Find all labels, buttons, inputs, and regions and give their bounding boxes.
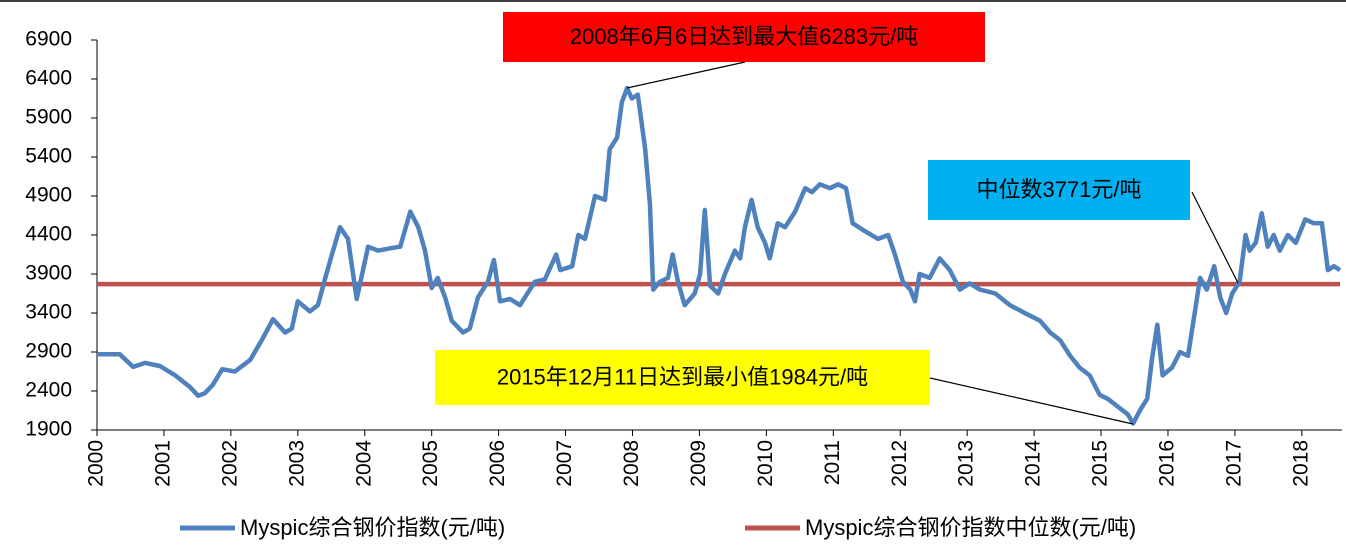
y-tick-label: 4900 bbox=[25, 184, 72, 207]
annotation-text: 2008年6月6日达到最大值6283元/吨 bbox=[570, 24, 918, 49]
y-tick-label: 1900 bbox=[25, 418, 72, 441]
annotation-leader bbox=[929, 377, 1134, 425]
annotation-text: 中位数3771元/吨 bbox=[976, 177, 1141, 202]
annotation-box bbox=[503, 12, 985, 62]
x-tick-label: 2002 bbox=[218, 440, 241, 487]
x-tick-label: 2015 bbox=[1089, 440, 1112, 487]
annotation-box bbox=[435, 350, 930, 405]
y-tick-label: 3400 bbox=[25, 301, 72, 324]
x-tick-label: 2011 bbox=[821, 440, 844, 485]
x-tick-label: 2018 bbox=[1289, 440, 1312, 487]
x-tick-label: 2007 bbox=[553, 440, 576, 487]
x-tick-label: 2001 bbox=[151, 440, 174, 487]
x-tick-label: 2010 bbox=[754, 440, 777, 487]
x-tick-label: 2006 bbox=[486, 440, 509, 487]
x-tick-label: 2000 bbox=[85, 440, 108, 487]
y-tick-label: 2400 bbox=[25, 379, 72, 402]
y-tick-label: 4400 bbox=[25, 223, 72, 246]
y-tick-label: 6400 bbox=[25, 67, 72, 90]
x-tick-label: 2014 bbox=[1022, 440, 1045, 487]
x-tick-label: 2017 bbox=[1222, 440, 1245, 487]
x-tick-label: 2009 bbox=[687, 440, 710, 487]
x-tick-label: 2016 bbox=[1156, 440, 1179, 487]
annotation-leader bbox=[1191, 191, 1239, 284]
annotation-leader bbox=[626, 61, 746, 89]
legend-label: Myspic综合钢价指数中位数(元/吨) bbox=[805, 515, 1136, 540]
annotation-text: 2015年12月11日达到最小值1984元/吨 bbox=[497, 364, 868, 389]
x-tick-label: 2012 bbox=[888, 440, 911, 487]
x-tick-label: 2004 bbox=[352, 440, 375, 487]
y-tick-label: 6900 bbox=[25, 28, 72, 51]
x-tick-label: 2013 bbox=[955, 440, 978, 487]
annotation-box bbox=[928, 160, 1190, 220]
y-tick-label: 5400 bbox=[25, 145, 72, 168]
legend-label: Myspic综合钢价指数(元/吨) bbox=[240, 515, 505, 540]
y-tick-label: 5900 bbox=[25, 106, 72, 129]
series-line bbox=[97, 85, 1342, 426]
x-tick-label: 2003 bbox=[285, 440, 308, 487]
y-tick-label: 3900 bbox=[25, 262, 72, 285]
x-tick-label: 2008 bbox=[620, 440, 643, 487]
y-tick-label: 2900 bbox=[25, 340, 72, 363]
x-tick-label: 2005 bbox=[419, 440, 442, 487]
